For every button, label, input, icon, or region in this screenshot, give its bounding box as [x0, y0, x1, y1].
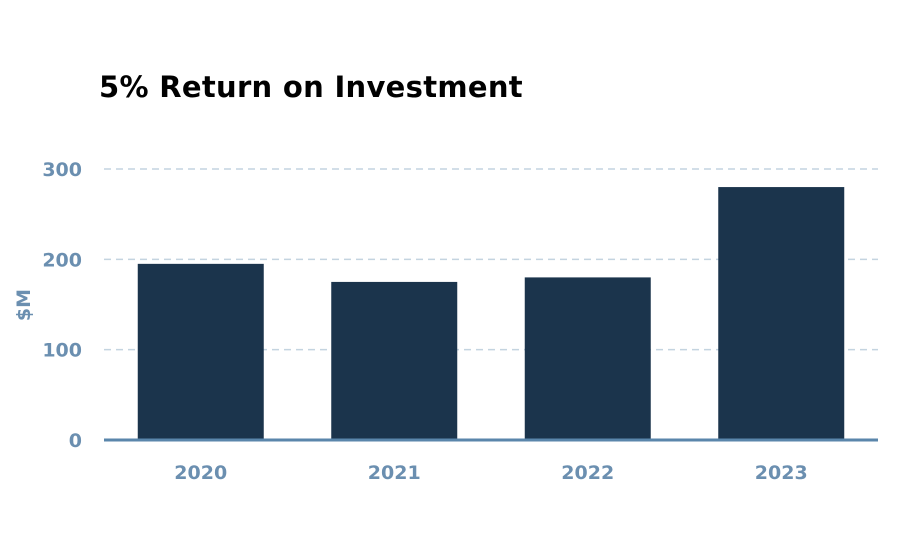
x-tick-label: 2021: [368, 462, 421, 484]
x-tick-label: 2022: [561, 462, 614, 484]
bar-2021: [331, 281, 458, 440]
bars: [137, 187, 845, 440]
x-tick-labels: 2020 2021 2022 2023: [174, 462, 807, 484]
y-tick-label: 300: [42, 159, 82, 181]
chart-title: 5% Return on Investment: [99, 70, 523, 104]
bar-2022: [524, 277, 651, 440]
y-tick-label: 100: [42, 340, 82, 362]
x-tick-label: 2020: [174, 462, 227, 484]
bar-2020: [137, 263, 264, 440]
y-axis-title: $M: [13, 289, 35, 321]
y-tick-label: 200: [42, 249, 82, 271]
x-tick-label: 2023: [755, 462, 808, 484]
y-tick-labels: 0 100 200 300: [42, 159, 82, 452]
gridlines: [104, 168, 878, 351]
bar-2023: [718, 187, 845, 440]
y-tick-label: 0: [69, 430, 82, 452]
